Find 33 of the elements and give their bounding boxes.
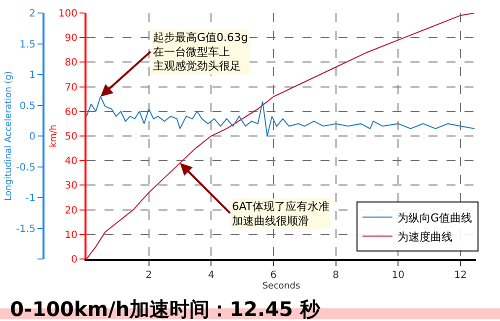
y-axis-title: km/h — [49, 124, 60, 148]
y-tick-label: 60 — [64, 106, 78, 118]
y2-tick-label: 1 — [29, 70, 36, 81]
x-tick-label: 12 — [454, 270, 467, 281]
y-tick-label: 10 — [64, 230, 78, 241]
y2-tick-label: 2 — [29, 8, 36, 20]
y-tick-label: 40 — [64, 156, 78, 168]
y-tick-label: 80 — [64, 58, 78, 69]
y-tick-label: 30 — [64, 180, 78, 192]
y2-tick-label: -1.5 — [16, 224, 36, 235]
x-tick-label: 10 — [392, 270, 405, 281]
y2-tick-label: 1.5 — [20, 39, 36, 50]
y-tick-label: 20 — [64, 205, 78, 216]
x-tick-label: 2 — [146, 270, 152, 281]
x-tick-label: 8 — [332, 270, 339, 281]
y-tick-label: 70 — [64, 82, 78, 94]
y2-tick-label: -1 — [25, 193, 36, 204]
x-axis-title: Seconds — [262, 281, 300, 292]
y2-tick-label: 0.5 — [20, 100, 36, 112]
y-tick-label: 0 — [71, 254, 78, 266]
legend-label: 为速度曲线 — [397, 230, 452, 244]
y2-tick-label: 0 — [29, 132, 36, 142]
annotation: 起步最高G值0.63g在一台微型车上主观感觉劲头很足 — [153, 31, 248, 73]
y2-axis-title: Longitudinal Acceleration (g) — [4, 71, 14, 201]
x-tick-label: 4 — [208, 270, 214, 281]
legend-label: 为纵向G值曲线 — [397, 211, 472, 224]
x-tick-label: 6 — [270, 270, 277, 281]
annotation: 6AT体现了应有水准加速曲线很顺滑 — [232, 200, 330, 228]
y-tick-label: 100 — [58, 8, 78, 20]
y-tick-label: 50 — [64, 132, 78, 142]
y2-tick-label: -0.5 — [16, 162, 36, 174]
y-tick-label: 90 — [64, 33, 78, 44]
text: 0-100km/h加速时间：12.45 秒 — [10, 297, 321, 321]
